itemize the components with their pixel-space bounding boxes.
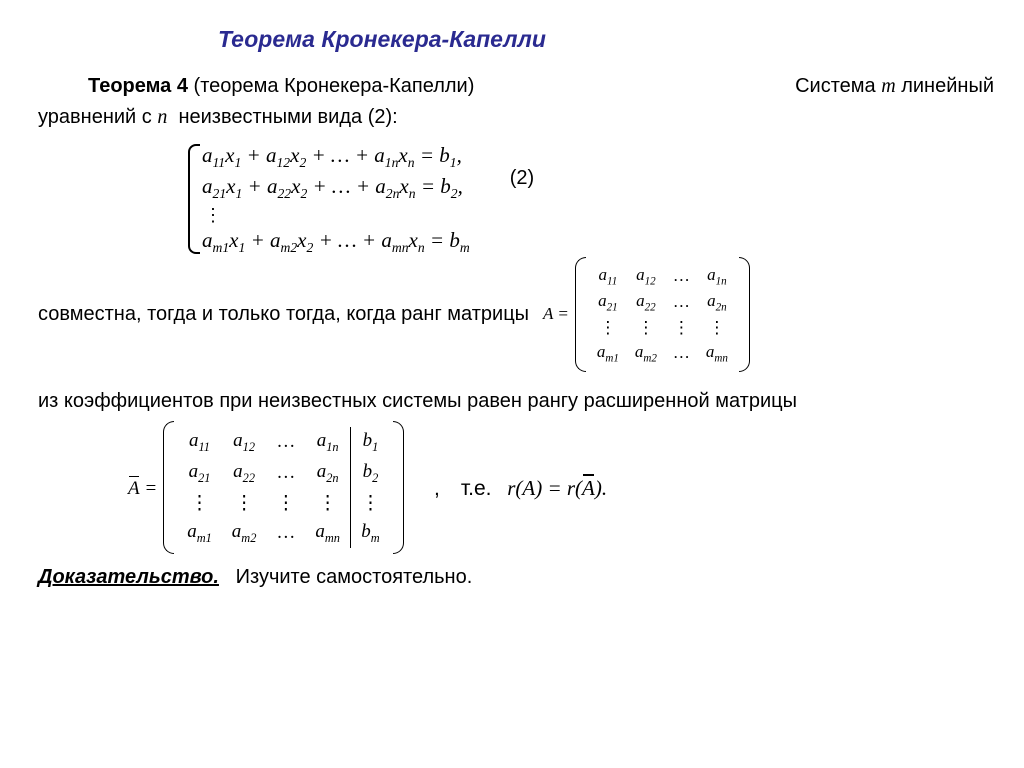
system-of-equations: a11x1 + a12x2 + … + a1nxn = b1, a21x1 + … bbox=[188, 141, 994, 257]
matrix-cell: … bbox=[266, 458, 305, 489]
theorem-m: m bbox=[881, 75, 895, 97]
matrix-cell: am1 bbox=[177, 518, 222, 549]
matrix-cell: a11 bbox=[589, 263, 627, 289]
theorem-line2: уравнений с n неизвестными вида (2): bbox=[38, 102, 994, 133]
matrix-cell: … bbox=[266, 427, 305, 458]
coeff-text: из коэффициентов при неизвестных системы… bbox=[38, 386, 994, 417]
ie-label: т.е. bbox=[461, 477, 492, 500]
theorem-n: n bbox=[157, 106, 167, 128]
matrix-cell: ⋮ bbox=[665, 316, 698, 340]
matrix-cell: amn bbox=[698, 340, 736, 366]
theorem-label: Теорема 4 bbox=[88, 75, 188, 97]
matrix-cell: ⋮ bbox=[305, 489, 350, 518]
matrix-cell: bm bbox=[350, 518, 390, 549]
matrix-cell: b2 bbox=[350, 458, 390, 489]
ie-comma: , bbox=[434, 477, 440, 500]
matrix-cell: … bbox=[665, 289, 698, 315]
matrix-cell: a22 bbox=[627, 289, 665, 315]
matrix-cell: am1 bbox=[589, 340, 627, 366]
system-row-m: am1x1 + am2x2 + … + amnxn = bm bbox=[202, 226, 470, 257]
system-row-2: a21x1 + a22x2 + … + a2nxn = b2, bbox=[202, 172, 470, 203]
equation-number: (2) bbox=[510, 167, 534, 190]
matrix-A-lead: A = bbox=[543, 304, 569, 324]
system-vdots: ⋮ bbox=[202, 204, 470, 226]
matrix-Abar-body: a11a12…a1nb1a21a22…a2nb2⋮⋮⋮⋮⋮am1am2…amnb… bbox=[163, 421, 404, 554]
theorem-tail2: линейный bbox=[901, 75, 994, 97]
matrix-cell: ⋮ bbox=[222, 489, 267, 518]
augmented-line: A = a11a12…a1nb1a21a22…a2nb2⋮⋮⋮⋮⋮am1am2…… bbox=[128, 421, 994, 554]
matrix-cell: ⋮ bbox=[698, 316, 736, 340]
theorem-line2b: неизвестными вида (2): bbox=[178, 106, 397, 128]
proof-label: Доказательство. bbox=[38, 566, 219, 588]
matrix-A: A = a11a12…a1na21a22…a2n⋮⋮⋮⋮am1am2…amn bbox=[543, 257, 750, 372]
matrix-Abar: A = a11a12…a1nb1a21a22…a2nb2⋮⋮⋮⋮⋮am1am2…… bbox=[128, 421, 404, 554]
matrix-cell: a1n bbox=[698, 263, 736, 289]
ie-block: , т.е. r(A) = r(A). bbox=[434, 474, 607, 501]
iff-text: совместна, тогда и только тогда, когда р… bbox=[38, 303, 529, 326]
matrix-cell: a1n bbox=[305, 427, 350, 458]
matrix-A-body: a11a12…a1na21a22…a2n⋮⋮⋮⋮am1am2…amn bbox=[575, 257, 750, 372]
theorem-line2a: уравнений с bbox=[38, 106, 152, 128]
matrix-cell: a12 bbox=[627, 263, 665, 289]
matrix-cell: a11 bbox=[177, 427, 222, 458]
matrix-cell: b1 bbox=[350, 427, 390, 458]
system-brace-content: a11x1 + a12x2 + … + a1nxn = b1, a21x1 + … bbox=[188, 141, 470, 257]
rank-Abar: A bbox=[582, 474, 595, 501]
theorem-tail1: Система bbox=[795, 75, 876, 97]
matrix-Abar-lead: A = bbox=[128, 476, 157, 500]
matrix-cell: a2n bbox=[305, 458, 350, 489]
rank-eq-1: r(A) = r( bbox=[507, 476, 582, 500]
matrix-cell: am2 bbox=[222, 518, 267, 549]
slide-title: Теорема Кронекера-Капелли bbox=[218, 26, 994, 53]
system-row-1: a11x1 + a12x2 + … + a1nxn = b1, bbox=[202, 141, 470, 172]
matrix-cell: a21 bbox=[589, 289, 627, 315]
matrix-cell: ⋮ bbox=[266, 489, 305, 518]
matrix-cell: a22 bbox=[222, 458, 267, 489]
iff-line: совместна, тогда и только тогда, когда р… bbox=[38, 257, 994, 372]
matrix-cell: … bbox=[665, 263, 698, 289]
A-bar-symbol: A bbox=[128, 476, 140, 500]
matrix-cell: ⋮ bbox=[350, 489, 390, 518]
proof-text: Изучите самостоятельно. bbox=[236, 566, 473, 588]
matrix-cell: amn bbox=[305, 518, 350, 549]
matrix-cell: ⋮ bbox=[177, 489, 222, 518]
matrix-cell: am2 bbox=[627, 340, 665, 366]
matrix-cell: a12 bbox=[222, 427, 267, 458]
theorem-statement: Теорема 4 (теорема Кронекера-Капелли) Си… bbox=[38, 71, 994, 102]
proof-line: Доказательство. Изучите самостоятельно. bbox=[38, 566, 994, 589]
matrix-cell: … bbox=[266, 518, 305, 549]
matrix-cell: a2n bbox=[698, 289, 736, 315]
matrix-cell: ⋮ bbox=[589, 316, 627, 340]
matrix-cell: ⋮ bbox=[627, 316, 665, 340]
rank-eq-2: ). bbox=[595, 476, 607, 500]
theorem-paren: (теорема Кронекера-Капелли) bbox=[194, 75, 475, 97]
matrix-cell: a21 bbox=[177, 458, 222, 489]
matrix-cell: … bbox=[665, 340, 698, 366]
